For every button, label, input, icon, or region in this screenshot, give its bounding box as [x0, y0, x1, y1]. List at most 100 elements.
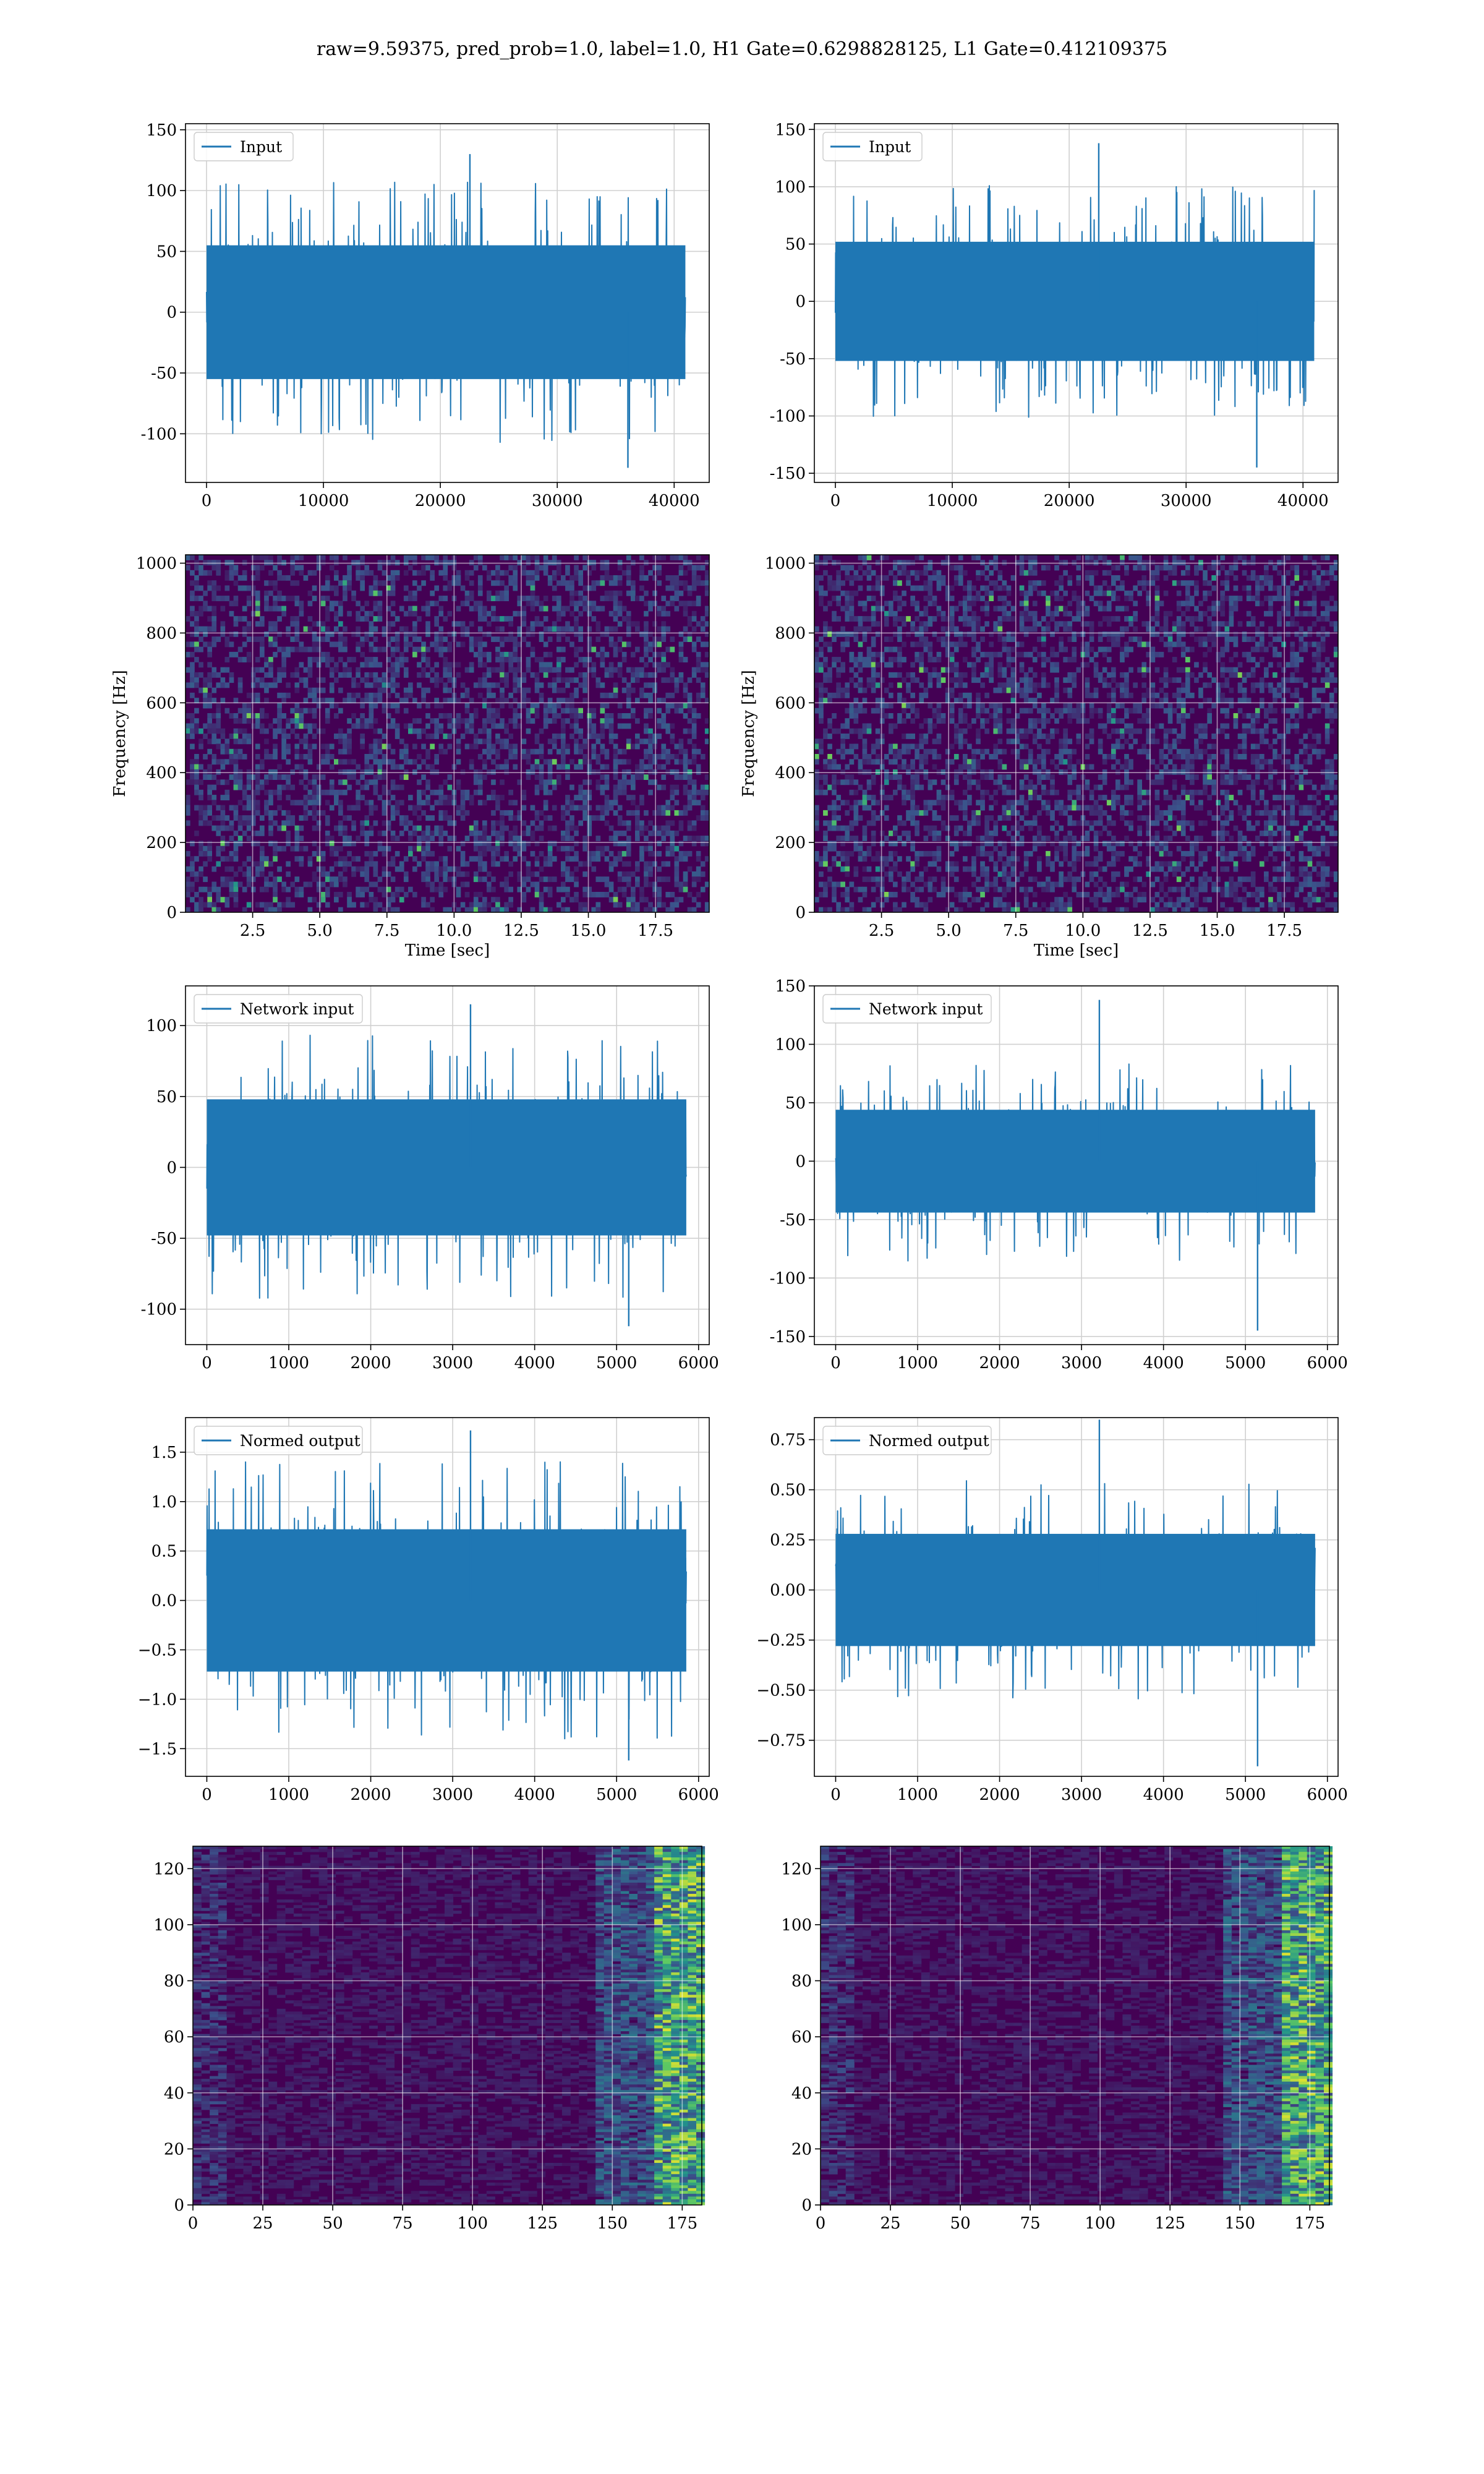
heatmap-cell — [390, 585, 396, 591]
heatmap-cell — [936, 718, 942, 724]
heatmap-cell — [626, 902, 631, 908]
y-tick-label: 1000 — [136, 555, 177, 573]
heatmap-cell — [316, 886, 322, 892]
heatmap-cell — [893, 759, 898, 765]
heatmap-cell — [246, 626, 252, 632]
heatmap-cell — [687, 795, 693, 800]
heatmap-cell — [827, 667, 832, 673]
heatmap-cell — [543, 784, 548, 790]
heatmap-cell — [194, 621, 199, 627]
heatmap-cell — [674, 902, 680, 908]
heatmap-cell — [897, 616, 902, 622]
heatmap-cell — [500, 677, 505, 683]
heatmap-cell — [482, 845, 487, 852]
heatmap-cell — [958, 565, 963, 571]
heatmap-cell — [281, 646, 286, 653]
heatmap-cell — [281, 734, 286, 739]
heatmap-cell — [403, 892, 409, 897]
heatmap-cell — [421, 774, 426, 780]
heatmap-cell — [307, 708, 313, 714]
heatmap-cell — [657, 718, 662, 724]
heatmap-cell — [434, 861, 439, 867]
heatmap-cell — [595, 850, 601, 857]
heatmap-cell — [919, 610, 924, 617]
heatmap-cell — [631, 779, 636, 785]
heatmap-cell — [635, 876, 640, 883]
heatmap-cell — [875, 800, 881, 806]
heatmap-cell — [691, 734, 697, 739]
heatmap-cell — [565, 580, 570, 586]
heatmap-cell — [840, 631, 845, 637]
heatmap-cell — [582, 677, 587, 683]
heatmap-cell — [595, 892, 601, 897]
heatmap-cell — [320, 596, 326, 601]
heatmap-cell — [631, 677, 636, 683]
heatmap-cell — [190, 596, 195, 601]
heatmap-cell — [691, 708, 697, 714]
heatmap-cell — [670, 907, 675, 913]
heatmap-cell — [303, 575, 309, 581]
heatmap-cell — [552, 841, 557, 847]
heatmap-cell — [665, 646, 671, 653]
heatmap-cell — [325, 759, 330, 765]
heatmap-cell — [364, 764, 370, 770]
heatmap-cell — [600, 876, 605, 883]
heatmap-cell — [534, 575, 540, 581]
heatmap-cell — [233, 779, 239, 785]
heatmap-cell — [417, 672, 422, 678]
heatmap-cell — [814, 789, 819, 795]
heatmap-cell — [233, 830, 239, 836]
heatmap-cell — [338, 672, 343, 678]
heatmap-cell — [534, 565, 540, 571]
heatmap-cell — [399, 800, 404, 806]
heatmap-cell — [832, 596, 837, 601]
heatmap-cell — [198, 805, 203, 811]
heatmap-cell — [674, 754, 680, 760]
heatmap-cell — [543, 606, 548, 612]
heatmap-cell — [915, 830, 919, 836]
heatmap-cell — [845, 779, 850, 785]
heatmap-cell — [273, 621, 278, 627]
heatmap-cell — [491, 636, 496, 642]
heatmap-cell — [303, 723, 309, 729]
heatmap-cell — [587, 708, 592, 714]
heatmap-cell — [621, 748, 627, 755]
heatmap-cell — [591, 616, 597, 622]
heatmap-cell — [967, 703, 972, 709]
heatmap-cell — [932, 800, 937, 806]
heatmap-cell — [477, 784, 483, 790]
heatmap-cell — [635, 881, 640, 888]
heatmap-cell — [207, 626, 212, 632]
heatmap-cell — [487, 886, 492, 892]
heatmap-cell — [338, 820, 343, 826]
heatmap-cell — [316, 764, 322, 770]
heatmap-cell — [827, 580, 832, 586]
heatmap-cell — [403, 754, 409, 760]
heatmap-cell — [600, 657, 605, 662]
heatmap-cell — [369, 590, 374, 596]
heatmap-cell — [373, 754, 378, 760]
heatmap-cell — [687, 585, 693, 591]
heatmap-cell — [875, 703, 881, 709]
heatmap-cell — [963, 810, 968, 816]
heatmap-cell — [875, 866, 881, 872]
heatmap-cell — [862, 708, 868, 714]
heatmap-cell — [303, 667, 309, 673]
heatmap-cell — [477, 662, 483, 668]
heatmap-cell — [862, 626, 868, 632]
heatmap-cell — [190, 662, 195, 668]
heatmap-cell — [691, 723, 697, 729]
heatmap-cell — [377, 601, 383, 607]
heatmap-cell — [343, 672, 348, 678]
heatmap-cell — [949, 641, 955, 648]
heatmap-cell — [595, 734, 601, 739]
heatmap-cell — [814, 626, 819, 632]
heatmap-cell — [351, 677, 356, 683]
heatmap-cell — [949, 871, 955, 877]
heatmap-cell — [849, 606, 855, 612]
heatmap-cell — [958, 570, 963, 576]
heatmap-cell — [482, 682, 487, 688]
heatmap-cell — [264, 631, 269, 637]
heatmap-cell — [351, 866, 356, 872]
heatmap-cell — [338, 845, 343, 852]
